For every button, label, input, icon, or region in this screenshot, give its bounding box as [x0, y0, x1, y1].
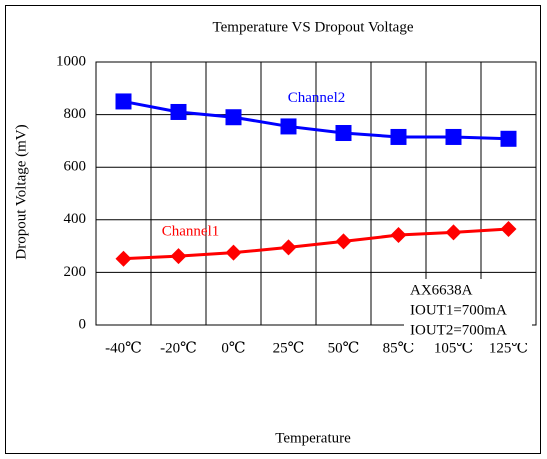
x-tick-label: 125℃ — [489, 340, 528, 356]
annotation: AX6638A — [410, 282, 473, 298]
series-label: Channel1 — [162, 224, 220, 240]
x-axis-label: Temperature — [275, 430, 351, 446]
annotation-box — [404, 279, 532, 343]
chart-title: Temperature VS Dropout Voltage — [213, 19, 414, 35]
marker — [115, 250, 132, 267]
y-axis-label: Dropout Voltage (mV) — [13, 124, 29, 259]
y-tick-label: 1000 — [56, 53, 86, 69]
y-tick-label: 800 — [64, 106, 87, 122]
marker — [335, 125, 352, 142]
marker — [335, 233, 352, 250]
marker — [170, 248, 187, 265]
y-tick-label: 600 — [64, 159, 87, 175]
marker — [445, 128, 462, 145]
annotation: IOUT1=700mA — [410, 302, 507, 318]
x-tick-label: -20℃ — [160, 340, 197, 356]
y-tick-label: 400 — [64, 211, 87, 227]
series-line — [123, 227, 509, 261]
x-tick-label: 50℃ — [328, 340, 360, 356]
marker — [280, 239, 297, 256]
y-tick-label: 200 — [64, 264, 87, 280]
frame — [5, 5, 541, 454]
x-tick-label: 0℃ — [221, 340, 245, 356]
x-tick-label: 85℃ — [383, 340, 415, 356]
series-line — [123, 99, 509, 141]
marker — [280, 118, 297, 135]
marker — [445, 224, 462, 241]
marker — [390, 128, 407, 145]
marker — [225, 109, 242, 126]
marker — [170, 103, 187, 120]
annotation: IOUT2=700mA — [410, 322, 507, 338]
series-label: Channel2 — [288, 90, 346, 106]
x-tick-label: 105℃ — [434, 340, 473, 356]
marker — [500, 130, 517, 147]
y-tick-label: 0 — [79, 316, 87, 332]
marker — [390, 227, 407, 244]
marker — [225, 244, 242, 261]
x-tick-label: -40℃ — [105, 340, 142, 356]
x-tick-label: 25℃ — [273, 340, 305, 356]
marker — [500, 221, 517, 238]
marker — [115, 93, 132, 110]
